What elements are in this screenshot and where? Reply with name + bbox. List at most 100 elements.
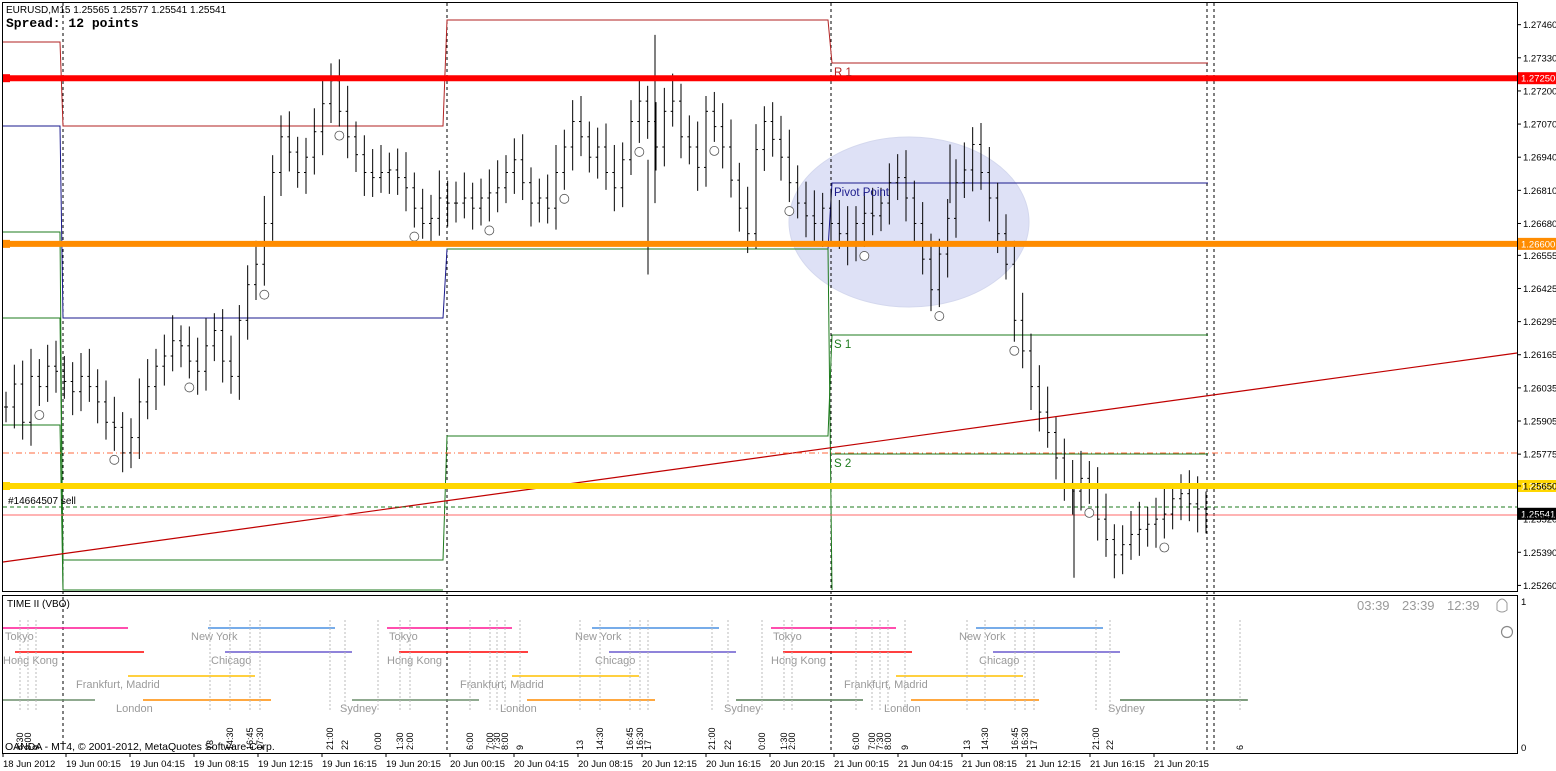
candle bbox=[679, 83, 683, 159]
candle bbox=[295, 136, 300, 188]
session-label: Tokyo bbox=[5, 631, 34, 643]
date-tick-label: 21 Jun 08:15 bbox=[962, 759, 1017, 770]
candle bbox=[629, 100, 633, 176]
session-time-label: 17 bbox=[1029, 740, 1039, 750]
fractal-marker bbox=[484, 225, 495, 236]
candle bbox=[754, 124, 758, 249]
trend-line[interactable] bbox=[2, 352, 1518, 563]
price-axis: 1.27460 1.27330 1.27200 1.27070 1.26940 1.268… bbox=[1517, 20, 1556, 592]
price-tick-label: 1.27330 bbox=[1523, 53, 1556, 64]
session-time-label: 7:00 bbox=[867, 732, 877, 750]
fractal-marker bbox=[259, 289, 270, 300]
candle bbox=[504, 155, 508, 204]
candle bbox=[587, 121, 592, 173]
session-time-label: 21:00 bbox=[707, 727, 717, 750]
session-time-label: 6:00 bbox=[465, 732, 475, 750]
candle bbox=[1020, 292, 1025, 369]
session-time-label: 13 bbox=[962, 740, 972, 750]
session-time-label: 14:30 bbox=[595, 727, 605, 750]
session-label: Hong Kong bbox=[3, 655, 58, 667]
candle bbox=[545, 174, 550, 224]
candle bbox=[204, 318, 208, 391]
candle bbox=[1154, 497, 1158, 548]
candle bbox=[1087, 461, 1092, 504]
candle bbox=[770, 102, 775, 157]
session-label: Frankfurt, Madrid bbox=[76, 679, 160, 691]
candle bbox=[1137, 501, 1142, 556]
candle bbox=[804, 181, 808, 238]
candle bbox=[920, 202, 925, 275]
date-tick-label: 21 Jun 12:15 bbox=[1026, 759, 1081, 770]
candle bbox=[1104, 493, 1108, 557]
session-time-label: 17 bbox=[643, 740, 653, 750]
candle bbox=[887, 163, 892, 225]
svg-text:1.26600: 1.26600 bbox=[1521, 239, 1555, 250]
session-time-label: 9:00 bbox=[23, 732, 33, 750]
price-tick-label: 1.26940 bbox=[1523, 153, 1556, 164]
candle bbox=[412, 172, 417, 228]
pivot-step-line bbox=[447, 248, 833, 591]
candle bbox=[820, 192, 825, 247]
price-tick-label: 1.25520 bbox=[1523, 515, 1556, 526]
candle bbox=[120, 412, 125, 473]
clock-1: 03:39 bbox=[1357, 598, 1390, 613]
fractal-marker bbox=[109, 454, 120, 465]
session-label: London bbox=[500, 703, 537, 715]
indicator-scale-top: 1 bbox=[1521, 597, 1526, 608]
candle bbox=[104, 380, 108, 440]
order-label[interactable]: #14664507 sell bbox=[8, 496, 76, 507]
fractal-marker bbox=[34, 410, 45, 420]
candle bbox=[870, 187, 875, 236]
fractal-marker bbox=[1009, 345, 1020, 356]
candle bbox=[395, 148, 400, 195]
fractal-marker bbox=[859, 251, 870, 261]
price-tag: 1.25650 bbox=[1518, 480, 1556, 493]
level-handle[interactable] bbox=[3, 482, 10, 491]
candle bbox=[1129, 510, 1133, 560]
date-axis: 18 Jun 2012 19 Jun 00:15 19 Jun 04:15 19 Ju… bbox=[2, 753, 1209, 770]
candle bbox=[195, 337, 200, 395]
price-tick-label: 1.25650 bbox=[1523, 482, 1556, 493]
price-tag: 1.26600 bbox=[1518, 237, 1556, 250]
candle bbox=[712, 91, 717, 142]
session-label: Hong Kong bbox=[387, 655, 442, 667]
session-time-label: 9 bbox=[31, 745, 41, 750]
candle bbox=[1029, 333, 1033, 411]
candle bbox=[154, 348, 158, 411]
mouse-icon bbox=[1496, 598, 1508, 613]
candle bbox=[12, 364, 17, 429]
candle bbox=[187, 326, 192, 379]
price-tick-label: 1.26680 bbox=[1523, 219, 1556, 230]
session-time-label: 16:45 bbox=[245, 727, 255, 750]
candle bbox=[387, 152, 392, 194]
candle bbox=[579, 96, 583, 157]
price-tick-label: 1.25775 bbox=[1523, 450, 1556, 461]
session-time-label: 16:45 bbox=[1010, 727, 1020, 750]
svg-text:1.25541: 1.25541 bbox=[1521, 509, 1555, 520]
candle bbox=[937, 238, 942, 308]
candle bbox=[62, 356, 67, 399]
candle bbox=[254, 240, 258, 300]
session-label: Chicago bbox=[211, 655, 251, 667]
candle bbox=[237, 305, 242, 400]
candle bbox=[270, 155, 275, 241]
candle bbox=[637, 75, 642, 143]
level-handle[interactable] bbox=[3, 239, 10, 248]
date-tick-label: 20 Jun 04:15 bbox=[514, 759, 569, 770]
session-time-label: 21:00 bbox=[1091, 727, 1101, 750]
level-handle[interactable] bbox=[3, 74, 10, 83]
candle bbox=[1012, 240, 1017, 342]
date-tick-label: 18 Jun 2012 bbox=[3, 759, 55, 770]
candle bbox=[179, 325, 183, 368]
fractal-marker bbox=[709, 146, 720, 156]
candle bbox=[904, 150, 908, 222]
candle bbox=[1162, 488, 1167, 539]
candle bbox=[212, 313, 217, 362]
clock-2: 23:39 bbox=[1402, 598, 1435, 613]
session-time-label: 0:00 bbox=[373, 732, 383, 750]
date-tick-label: 19 Jun 16:15 bbox=[322, 759, 377, 770]
session-time-label: 8:30 bbox=[15, 732, 25, 750]
date-tick-label: 20 Jun 16:15 bbox=[706, 759, 761, 770]
circle-icon[interactable] bbox=[1500, 625, 1514, 639]
